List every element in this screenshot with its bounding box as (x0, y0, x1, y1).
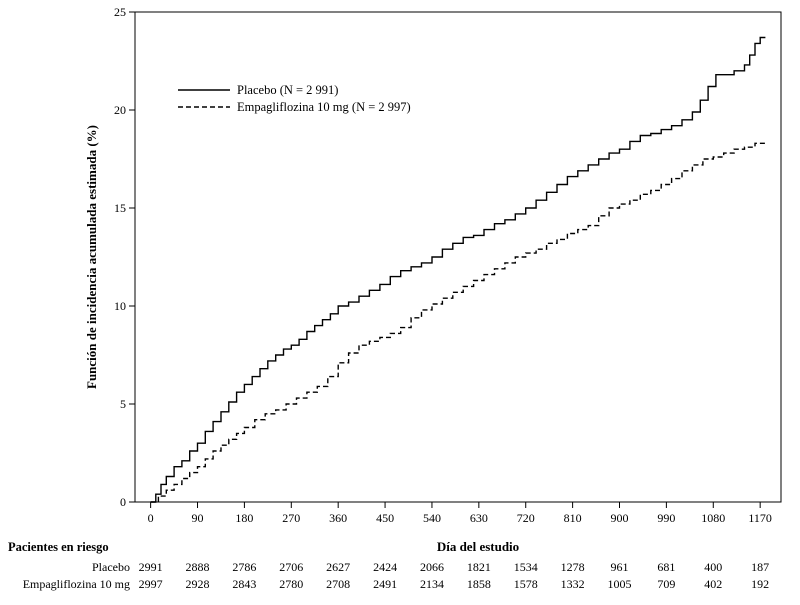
x-tick-label: 360 (329, 511, 347, 525)
legend-label: Placebo (N = 2 991) (237, 83, 338, 97)
x-tick-label: 90 (192, 511, 204, 525)
risk-value: 1278 (561, 560, 585, 574)
y-tick-label: 0 (120, 495, 126, 509)
x-tick-label: 450 (376, 511, 394, 525)
y-axis-title: Función de incidencia acumulada estimada… (84, 125, 99, 389)
x-tick-label: 900 (611, 511, 629, 525)
risk-table: Placebo 2991 2888 2786 2706 2627 2424 2066 1821 1… (23, 560, 769, 591)
risk-value: 2991 (139, 560, 163, 574)
risk-value: 2708 (326, 577, 350, 591)
x-tick-label: 540 (423, 511, 441, 525)
risk-value: 1005 (608, 577, 632, 591)
x-tick-label: 810 (564, 511, 582, 525)
x-tick-label: 720 (517, 511, 535, 525)
risk-value: 2997 (139, 577, 163, 591)
x-tick-label: 1080 (701, 511, 725, 525)
risk-row-label: Empagliflozina 10 mg (23, 577, 130, 591)
risk-value: 2627 (326, 560, 350, 574)
y-tick-label: 20 (114, 103, 126, 117)
x-axis: 0 90 180 270 360 450 540 630 720 810 900 990 1080 117… (148, 502, 772, 525)
risk-value: 2066 (420, 560, 444, 574)
y-axis: 0 5 10 15 20 25 (114, 5, 135, 509)
risk-value: 400 (704, 560, 722, 574)
y-tick-label: 25 (114, 5, 126, 19)
risk-value: 2888 (186, 560, 210, 574)
legend: Placebo (N = 2 991) Empagliflozina 10 mg … (178, 83, 411, 114)
x-axis-title: Día del estudio (437, 539, 519, 554)
risk-value: 2424 (373, 560, 397, 574)
y-tick-label: 15 (114, 201, 126, 215)
x-tick-label: 1170 (748, 511, 772, 525)
x-tick-label: 180 (235, 511, 253, 525)
series-line-placebo (150, 36, 766, 503)
risk-value: 192 (751, 577, 769, 591)
plot-frame (134, 11, 782, 503)
x-tick-label: 630 (470, 511, 488, 525)
x-tick-label: 270 (282, 511, 300, 525)
risk-table-title: Pacientes en riesgo (8, 540, 109, 554)
x-tick-label: 990 (657, 511, 675, 525)
risk-value: 2780 (279, 577, 303, 591)
risk-value: 2706 (279, 560, 303, 574)
risk-value: 1821 (467, 560, 491, 574)
risk-value: 402 (704, 577, 722, 591)
risk-value: 2843 (232, 577, 256, 591)
risk-value: 681 (657, 560, 675, 574)
legend-label: Empagliflozina 10 mg (N = 2 997) (237, 100, 411, 114)
risk-value: 961 (611, 560, 629, 574)
x-tick-label: 0 (148, 511, 154, 525)
y-tick-label: 5 (120, 397, 126, 411)
risk-value: 2928 (186, 577, 210, 591)
risk-value: 1534 (514, 560, 538, 574)
risk-value: 1858 (467, 577, 491, 591)
risk-value: 709 (657, 577, 675, 591)
risk-value: 2134 (420, 577, 444, 591)
y-tick-label: 10 (114, 299, 126, 313)
risk-value: 1332 (561, 577, 585, 591)
risk-row-label: Placebo (92, 560, 130, 574)
risk-value: 187 (751, 560, 769, 574)
series-line-empagliflozina (150, 141, 767, 503)
series-group (150, 36, 767, 503)
risk-value: 1578 (514, 577, 538, 591)
risk-value: 2786 (232, 560, 256, 574)
risk-value: 2491 (373, 577, 397, 591)
